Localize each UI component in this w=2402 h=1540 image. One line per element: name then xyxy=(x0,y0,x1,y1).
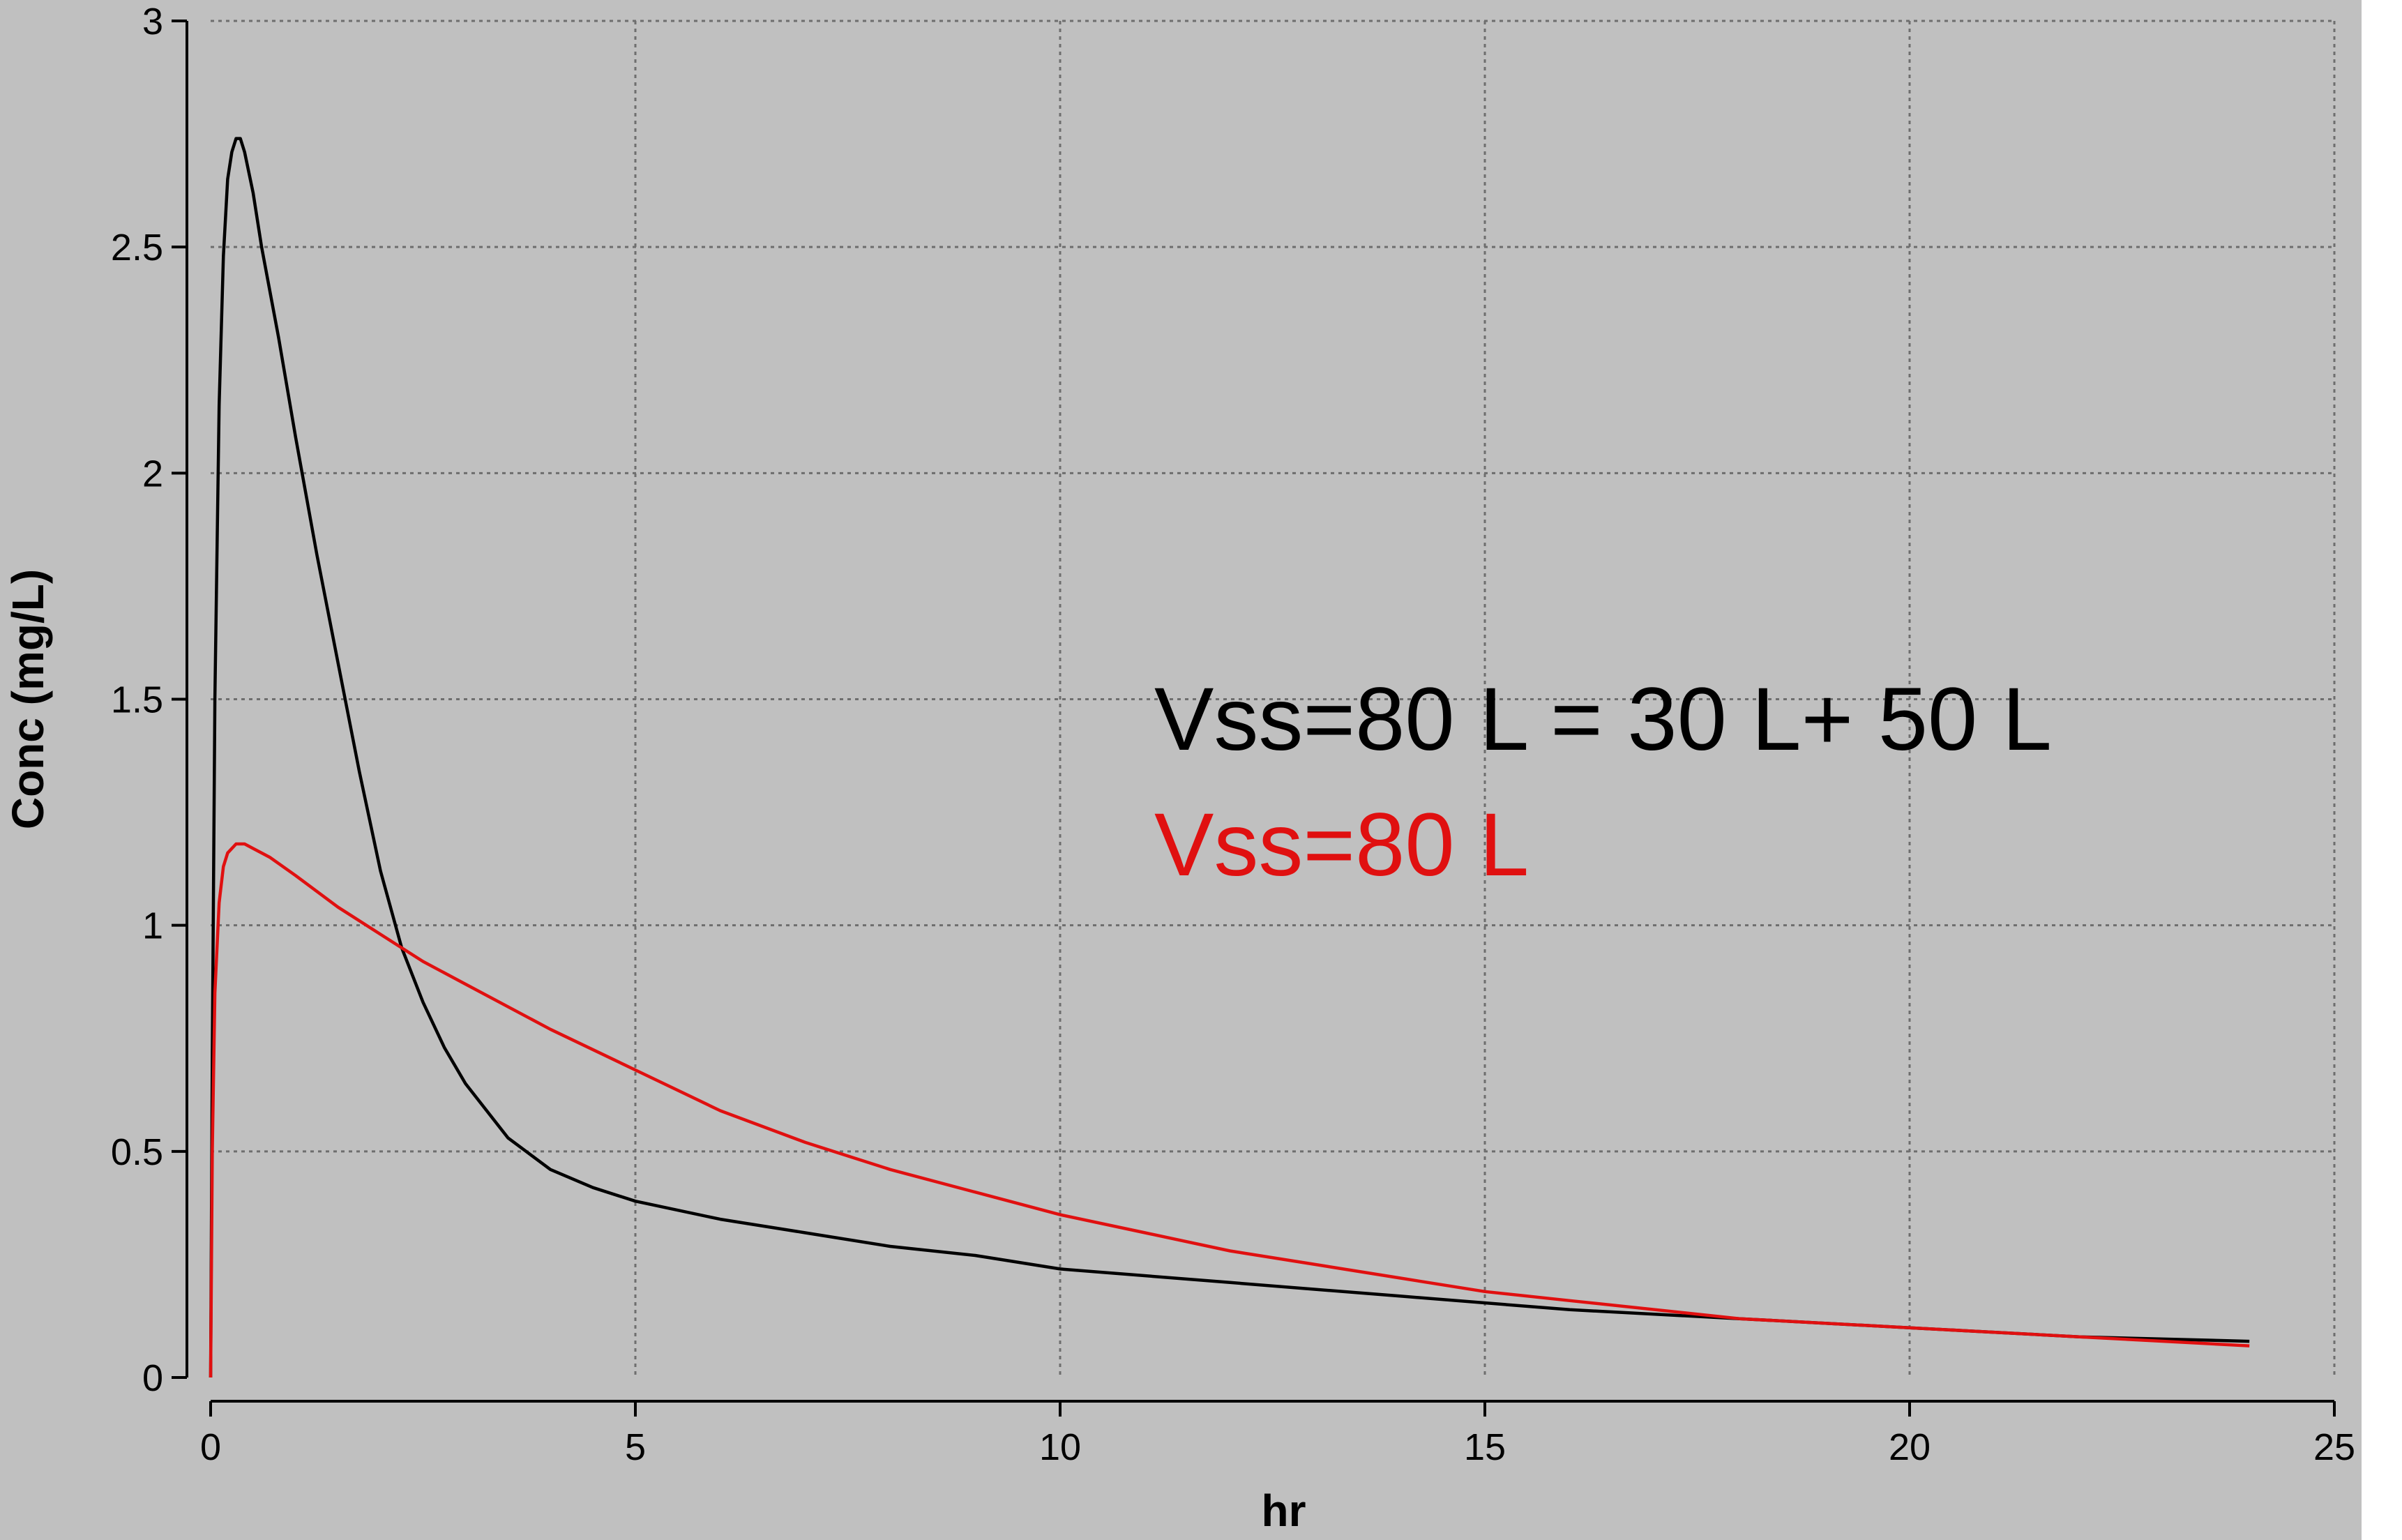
x-tick-label: 5 xyxy=(625,1426,646,1468)
y-tick-label: 2.5 xyxy=(111,227,163,269)
annotations: Vss=80 L = 30 L+ 50 L Vss=80 L xyxy=(1154,670,2052,895)
x-tick-label: 10 xyxy=(1039,1426,1081,1468)
y-tick-label: 1 xyxy=(142,905,163,947)
x-axis-title: hr xyxy=(1262,1486,1306,1536)
y-tick-label: 1.5 xyxy=(111,679,163,721)
right-margin-strip xyxy=(2362,0,2402,1540)
y-tick-label: 3 xyxy=(142,1,163,43)
x-tick-label: 25 xyxy=(2313,1426,2355,1468)
x-tick-label: 20 xyxy=(1889,1426,1931,1468)
series-line-2 xyxy=(209,842,2250,1378)
y-axis-title: Conc (mg/L) xyxy=(3,569,53,829)
axes: 0 0.5 1 1.5 2 2.5 3 0 5 10 15 20 25 xyxy=(111,1,2355,1468)
grid xyxy=(211,20,2336,1377)
annotation-label-1: Vss=80 L = 30 L+ 50 L xyxy=(1154,670,2052,769)
y-tick-label: 2 xyxy=(142,453,163,495)
x-tick-label: 0 xyxy=(200,1426,221,1468)
y-tick-label: 0.5 xyxy=(111,1131,163,1173)
y-tick-label: 0 xyxy=(142,1357,163,1399)
annotation-label-2: Vss=80 L xyxy=(1154,795,1529,895)
series-line-1 xyxy=(209,137,2250,1378)
x-tick-label: 15 xyxy=(1464,1426,1506,1468)
series xyxy=(209,137,2250,1378)
